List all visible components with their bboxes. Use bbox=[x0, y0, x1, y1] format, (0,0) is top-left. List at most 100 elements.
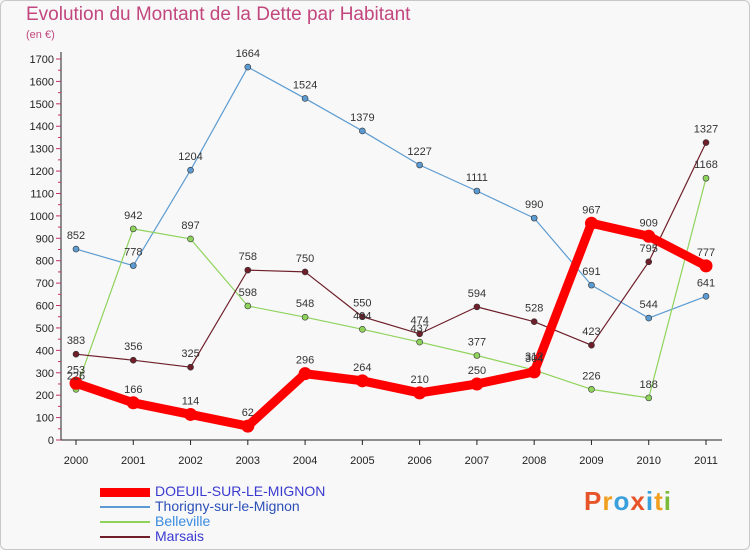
data-point bbox=[530, 214, 538, 222]
data-point bbox=[72, 245, 80, 253]
data-label: 548 bbox=[296, 298, 314, 310]
data-point bbox=[527, 365, 541, 379]
data-point bbox=[298, 367, 312, 381]
data-point bbox=[416, 330, 423, 338]
y-tick-label: 1300 bbox=[30, 144, 54, 156]
x-tick-label: 2008 bbox=[522, 455, 546, 467]
y-tick-label: 100 bbox=[36, 413, 54, 425]
y-tick-label: 900 bbox=[36, 233, 54, 245]
y-tick-label: 1200 bbox=[30, 166, 54, 178]
data-label: 423 bbox=[582, 326, 600, 338]
data-point bbox=[645, 258, 653, 266]
data-label: 909 bbox=[640, 217, 658, 229]
y-tick-label: 1600 bbox=[30, 76, 54, 88]
y-tick-label: 300 bbox=[36, 368, 54, 380]
chart-unit: (en €) bbox=[26, 29, 55, 41]
data-point bbox=[355, 374, 369, 388]
data-label: 1227 bbox=[407, 146, 431, 158]
data-point bbox=[702, 174, 710, 182]
logo-letter: i bbox=[663, 486, 672, 516]
data-label: 550 bbox=[353, 298, 371, 310]
y-tick-label: 700 bbox=[36, 278, 54, 290]
data-label: 494 bbox=[353, 310, 371, 322]
logo-letter: i bbox=[645, 486, 655, 516]
data-label: 897 bbox=[181, 220, 199, 232]
data-point bbox=[588, 386, 595, 393]
legend-item: DOEUIL-SUR-LE-MIGNON bbox=[100, 483, 400, 499]
data-label: 1111 bbox=[466, 172, 488, 184]
data-point bbox=[244, 266, 252, 274]
data-label: 1664 bbox=[236, 48, 260, 60]
data-label: 210 bbox=[410, 374, 428, 386]
data-point bbox=[359, 313, 366, 321]
y-tick-label: 0 bbox=[48, 435, 54, 447]
data-label: 1168 bbox=[694, 159, 718, 171]
x-tick-label: 2004 bbox=[293, 455, 317, 467]
line-chart: 0 100 200 300 400 500 600 700 800 900 1000 1100 1200… bbox=[30, 48, 722, 467]
y-tick-label: 1500 bbox=[30, 99, 54, 111]
x-tick-label: 2007 bbox=[465, 455, 489, 467]
y-tick-label: 500 bbox=[36, 323, 54, 335]
x-tick-label: 2002 bbox=[178, 455, 202, 467]
data-point bbox=[530, 318, 538, 325]
data-label: 62 bbox=[242, 407, 254, 419]
x-tick-label: 2001 bbox=[121, 455, 145, 467]
y-tick-label: 600 bbox=[36, 301, 54, 313]
data-label: 544 bbox=[640, 299, 658, 311]
data-label: 226 bbox=[67, 370, 85, 382]
chart-legend: DOEUIL-SUR-LE-MIGNON Thorigny-sur-le-Mign… bbox=[100, 483, 400, 544]
data-label: 296 bbox=[296, 355, 314, 367]
data-point bbox=[301, 268, 309, 276]
data-point bbox=[72, 350, 80, 358]
data-label: 777 bbox=[697, 247, 715, 259]
data-point bbox=[416, 161, 423, 169]
data-label: 967 bbox=[582, 204, 600, 216]
data-label: 437 bbox=[410, 323, 428, 335]
legend-label: Belleville bbox=[155, 513, 211, 529]
data-label: 304 bbox=[525, 353, 543, 365]
x-tick-label: 2006 bbox=[407, 455, 431, 467]
data-point bbox=[129, 356, 137, 364]
y-tick-label: 800 bbox=[36, 256, 54, 268]
data-point bbox=[702, 139, 710, 146]
data-point bbox=[359, 127, 366, 135]
data-point bbox=[129, 225, 137, 233]
data-label: 990 bbox=[525, 199, 543, 211]
x-tick-label: 2000 bbox=[64, 455, 88, 467]
data-label: 188 bbox=[640, 379, 658, 391]
data-point bbox=[184, 407, 198, 421]
data-label: 1524 bbox=[293, 79, 317, 91]
data-label: 598 bbox=[239, 287, 257, 299]
data-label: 377 bbox=[468, 337, 486, 349]
data-label: 356 bbox=[124, 341, 142, 353]
data-label: 1327 bbox=[694, 124, 718, 136]
logo-letter: r bbox=[602, 486, 614, 516]
data-label: 264 bbox=[353, 362, 371, 374]
data-point bbox=[416, 338, 423, 346]
data-point bbox=[642, 229, 656, 243]
y-tick-label: 200 bbox=[36, 390, 54, 402]
data-label: 114 bbox=[182, 395, 200, 407]
data-label: 312 bbox=[525, 351, 543, 363]
y-tick-label: 1100 bbox=[30, 188, 54, 200]
data-label: 641 bbox=[697, 277, 715, 289]
legend-label: Thorigny-sur-le-Mignon bbox=[155, 498, 300, 514]
data-label: 474 bbox=[410, 315, 428, 327]
data-point bbox=[69, 376, 83, 390]
x-tick-label: 2009 bbox=[579, 455, 603, 467]
y-tick-label: 1000 bbox=[30, 211, 54, 223]
data-label: 594 bbox=[468, 288, 486, 300]
data-label: 166 bbox=[124, 384, 142, 396]
data-label: 325 bbox=[181, 348, 199, 360]
data-point bbox=[187, 235, 194, 243]
data-point bbox=[702, 293, 710, 300]
data-point bbox=[301, 95, 309, 102]
legend-item: Belleville bbox=[100, 513, 400, 529]
data-point bbox=[244, 302, 252, 310]
data-label: 852 bbox=[67, 230, 85, 242]
data-label: 528 bbox=[525, 303, 543, 315]
y-tick-label: 1700 bbox=[30, 54, 54, 66]
data-label: 750 bbox=[296, 253, 314, 265]
data-point bbox=[359, 325, 366, 333]
